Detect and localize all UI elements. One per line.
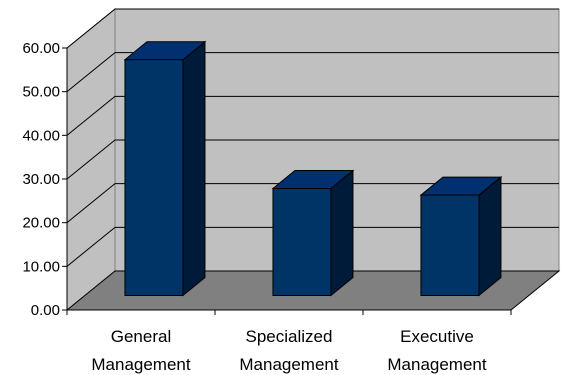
y-tick-label: 10.00 [22,258,60,275]
bar [419,176,503,297]
x-category-label: General Management [91,327,191,374]
y-axis-tick-labels: 0.00 10.00 20.00 30.00 40.00 50.00 60.00 [22,40,60,319]
x-category-label-line: Executive [400,327,474,346]
x-category-label-line: Management [239,355,339,374]
gridline [66,95,559,136]
bar-front [124,59,184,297]
bar-front [420,194,480,296]
y-tick-label: 50.00 [22,84,60,101]
x-category-label-line: General [111,327,171,346]
y-tick-label: 40.00 [22,127,60,144]
bars [123,40,503,297]
y-tick-label: 60.00 [22,40,60,57]
bar [271,169,355,297]
bar-front [272,188,332,296]
x-category-label: Specialized Management [239,327,339,374]
y-tick-label: 30.00 [22,171,60,188]
bar-side [330,169,354,297]
x-category-label-line: Management [91,355,191,374]
x-category-label-line: Management [387,355,487,374]
y-tick-label: 20.00 [22,215,60,232]
gridline [66,226,559,267]
x-category-label: Executive Management [387,327,487,374]
bar-side [478,176,502,297]
gridline [66,183,559,224]
y-tick-label: 0.00 [31,302,60,319]
bar-side [182,40,206,297]
bar [123,40,207,297]
gridline [66,52,559,93]
axes [62,47,512,315]
gridline [66,139,559,180]
gridlines [66,8,559,267]
gridline [66,8,559,49]
x-category-label-line: Specialized [246,327,333,346]
